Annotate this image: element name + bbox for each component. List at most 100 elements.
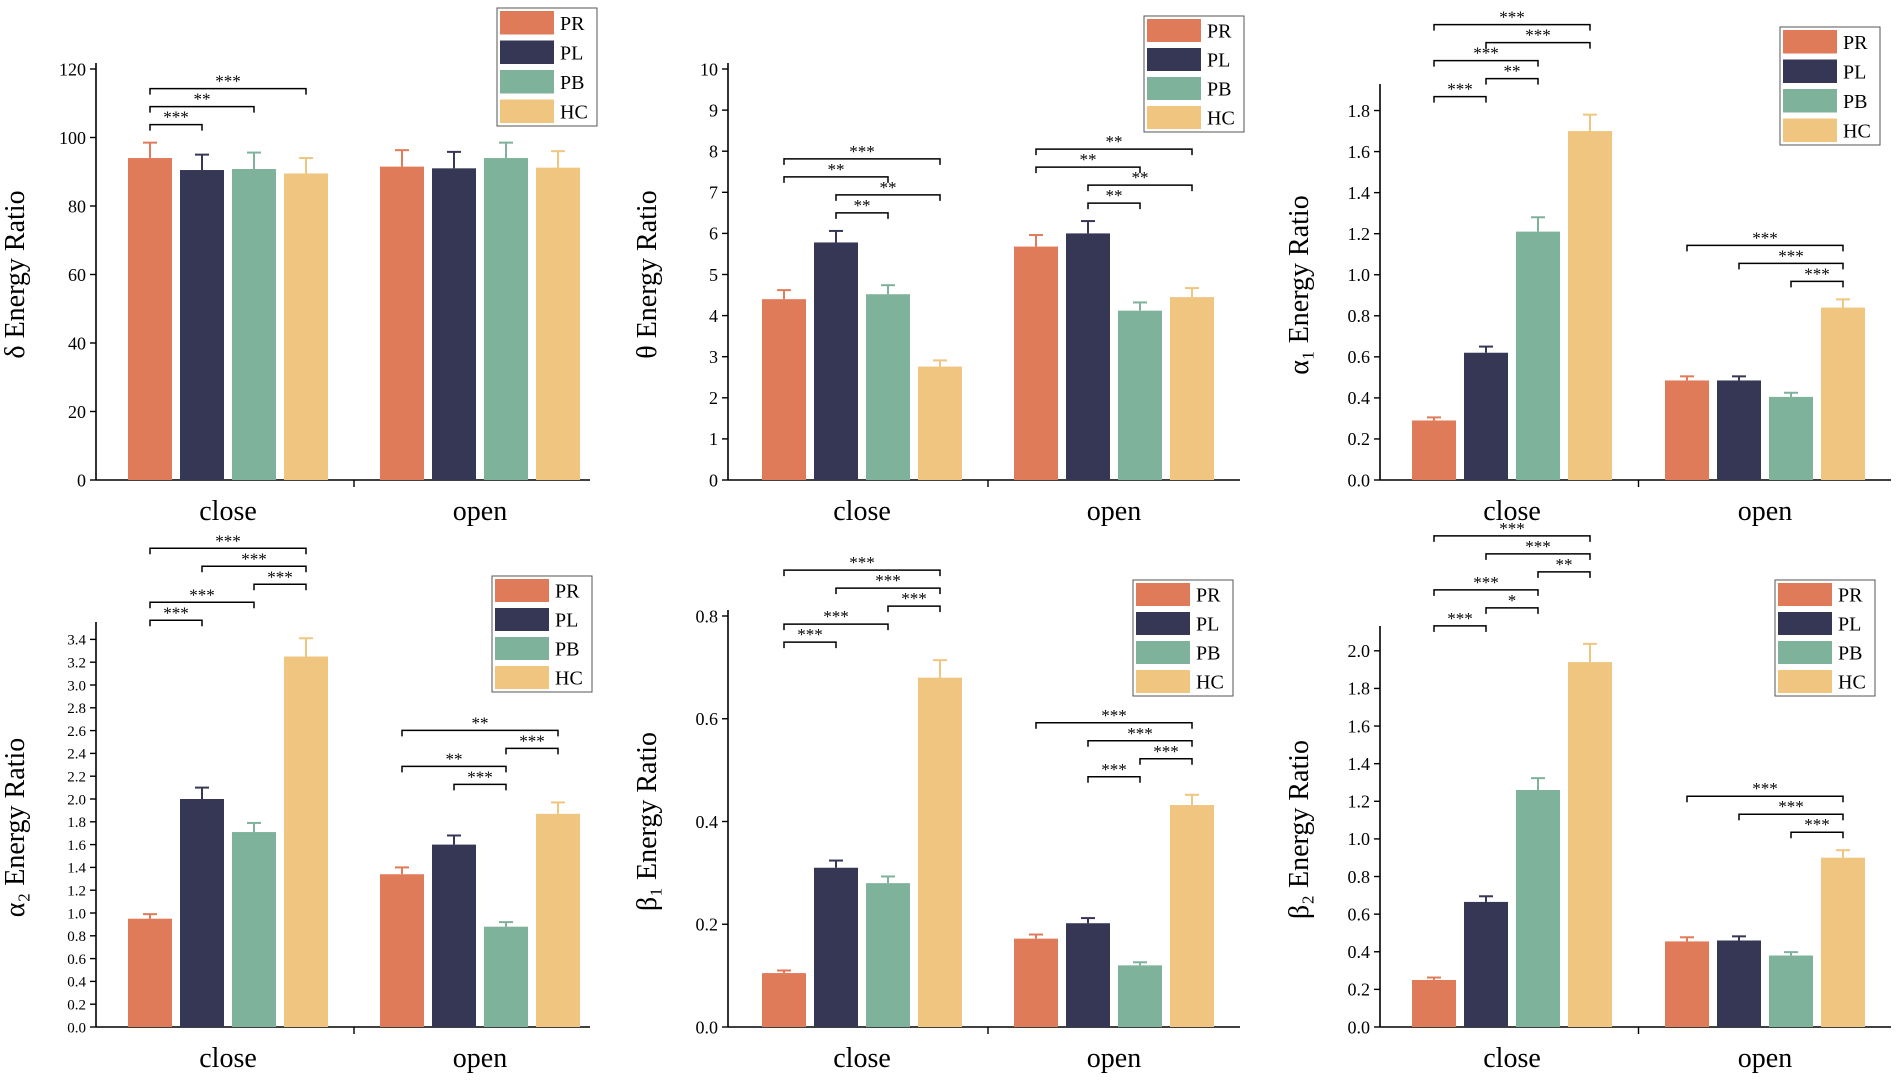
- legend-label-HC: HC: [1843, 120, 1871, 142]
- y-tick-label: 9: [709, 100, 718, 120]
- y-tick-label: 0.0: [696, 1017, 719, 1037]
- legend-label-PR: PR: [560, 13, 585, 35]
- significance-label: **: [1556, 555, 1573, 574]
- y-tick-label: 1.8: [67, 815, 86, 831]
- legend-swatch-PL: [1136, 612, 1190, 635]
- significance-label: **: [828, 160, 845, 179]
- y-tick-label: 0.0: [1348, 470, 1371, 490]
- y-tick-label: 2.4: [67, 747, 86, 763]
- significance-bracket: [1537, 571, 1591, 578]
- bar-PL-open: [1717, 940, 1761, 1027]
- legend-label-HC: HC: [1838, 672, 1866, 694]
- legend-label-PB: PB: [1843, 91, 1867, 113]
- significance-bracket: [835, 194, 941, 201]
- bar-PR-open: [1014, 938, 1058, 1027]
- significance-label: **: [880, 178, 897, 197]
- significance-bracket: [453, 783, 507, 791]
- y-tick-label: 0.0: [67, 1020, 86, 1036]
- significance-label: ***: [1447, 80, 1473, 99]
- significance-bracket: [1790, 280, 1844, 288]
- y-tick-label: 2.8: [67, 701, 86, 717]
- legend-label-PB: PB: [1196, 643, 1220, 665]
- bar-PB-close: [232, 832, 276, 1027]
- significance-bracket: [149, 87, 307, 95]
- bar-PB-open: [1769, 396, 1813, 480]
- bar-PB-close: [1516, 790, 1560, 1027]
- legend-label-PB: PB: [1838, 643, 1862, 665]
- bar-HC-open: [1821, 307, 1865, 480]
- y-axis-title: β₂ Energy Ratio: [1284, 740, 1315, 919]
- significance-label: ***: [1101, 706, 1127, 725]
- significance-label: ***: [1153, 742, 1179, 761]
- significance-label: **: [194, 90, 211, 109]
- significance-bracket: [1433, 59, 1539, 67]
- legend-swatch-PL: [1147, 48, 1201, 71]
- y-tick-label: 5: [709, 265, 718, 285]
- y-axis-title: δ Energy Ratio: [0, 190, 31, 358]
- significance-bracket: [1035, 722, 1193, 729]
- significance-label: ***: [241, 549, 267, 568]
- legend-swatch-PR: [1778, 583, 1832, 606]
- significance-label: ***: [797, 625, 823, 644]
- legend-label-PL: PL: [1838, 614, 1861, 636]
- y-tick-label: 1.0: [1348, 265, 1371, 285]
- bar-HC-open: [1170, 297, 1214, 480]
- bar-HC-close: [1568, 662, 1612, 1027]
- legend-label-PL: PL: [1207, 50, 1230, 72]
- bar-PR-close: [1412, 420, 1456, 480]
- significance-label: ***: [189, 585, 215, 604]
- significance-label: ***: [163, 603, 189, 622]
- significance-label: **: [446, 749, 463, 768]
- significance-bracket: [1433, 625, 1487, 632]
- significance-bracket: [1738, 262, 1844, 270]
- significance-bracket: [783, 176, 889, 183]
- y-tick-label: 0.8: [1348, 306, 1371, 326]
- legend-swatch-PB: [1778, 641, 1832, 664]
- bar-PR-open: [1665, 380, 1709, 480]
- bar-HC-open: [1821, 857, 1865, 1027]
- bar-PB-open: [484, 158, 528, 481]
- significance-label: ***: [849, 553, 875, 572]
- significance-label: **: [1106, 186, 1123, 205]
- bar-HC-close: [918, 677, 962, 1027]
- y-tick-label: 0.6: [1348, 904, 1371, 924]
- x-tick-label-open: open: [1087, 1043, 1141, 1074]
- y-axis-title: α₁ Energy Ratio: [1284, 195, 1315, 374]
- y-axis-title: θ Energy Ratio: [632, 190, 663, 358]
- significance-label: ***: [267, 567, 293, 586]
- significance-bracket: [1485, 553, 1591, 560]
- significance-bracket: [1433, 589, 1539, 596]
- x-tick-label-open: open: [453, 1043, 507, 1074]
- legend-label-HC: HC: [1196, 672, 1224, 694]
- legend-label-PR: PR: [1207, 21, 1232, 43]
- y-tick-label: 4: [709, 306, 718, 326]
- y-tick-label: 1.8: [1348, 679, 1371, 699]
- significance-label: ***: [1473, 573, 1499, 592]
- y-tick-label: 60: [68, 265, 86, 285]
- significance-bracket: [1087, 184, 1193, 192]
- legend-swatch-HC: [495, 666, 549, 689]
- significance-label: **: [1080, 150, 1097, 169]
- significance-bracket: [1485, 607, 1539, 614]
- significance-label: ***: [1499, 519, 1525, 538]
- y-tick-label: 0.4: [1348, 942, 1371, 962]
- y-tick-label: 0.2: [67, 997, 86, 1013]
- y-tick-label: 3.0: [67, 678, 86, 694]
- significance-bracket: [835, 587, 941, 595]
- y-tick-label: 2.0: [1348, 641, 1371, 661]
- legend-swatch-PR: [1136, 583, 1190, 606]
- y-tick-label: 0.4: [67, 975, 86, 991]
- panel-6: 0.0 0.2 0.4 0.6 0.8 1.0 1.2 1.4 1.6 1.8 2.0 β₂ Ener…: [1284, 519, 1891, 1074]
- panel-1: 0 20 40 60 80 100 120 δ Energy Ratio close open **…: [0, 7, 598, 527]
- significance-label: ***: [1752, 228, 1778, 247]
- significance-label: ***: [1804, 815, 1830, 834]
- y-tick-label: 0.2: [696, 915, 719, 935]
- significance-label: ***: [1473, 44, 1499, 63]
- y-tick-label: 1.6: [1348, 716, 1371, 736]
- panel-5: 0.0 0.2 0.4 0.6 0.8 β₁ Energy Ratio close open *…: [632, 553, 1240, 1074]
- bar-PL-close: [814, 242, 858, 480]
- y-tick-label: 20: [68, 402, 86, 422]
- y-tick-label: 8: [709, 142, 718, 162]
- bar-PL-close: [1464, 352, 1508, 480]
